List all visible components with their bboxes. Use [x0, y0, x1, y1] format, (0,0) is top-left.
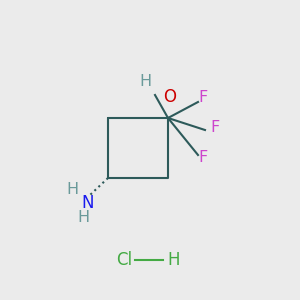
Text: H: H: [66, 182, 78, 197]
Text: H: H: [167, 251, 179, 269]
Text: F: F: [210, 121, 219, 136]
Text: N: N: [82, 194, 94, 212]
Text: H: H: [139, 74, 151, 89]
Text: Cl: Cl: [116, 251, 132, 269]
Text: F: F: [198, 149, 207, 164]
Text: O: O: [163, 88, 176, 106]
Text: F: F: [198, 89, 207, 104]
Text: H: H: [77, 211, 89, 226]
